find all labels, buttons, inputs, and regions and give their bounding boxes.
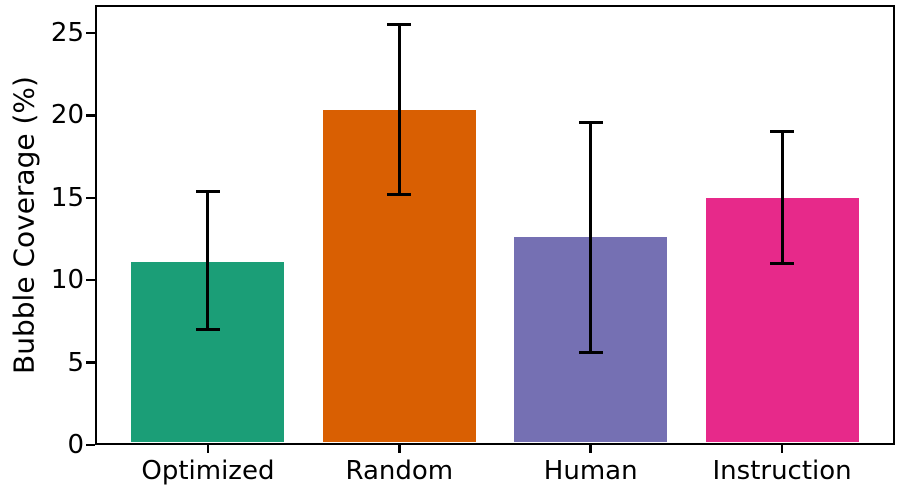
- x-tick-label-random: Random: [345, 456, 454, 486]
- x-tick-mark-optimized: [206, 445, 210, 453]
- x-tick-label-human: Human: [543, 456, 638, 486]
- error-bar-bottom-cap-human: [578, 351, 603, 355]
- x-tick-mark-human: [589, 445, 592, 453]
- x-tick-mark-random: [398, 445, 401, 453]
- x-tick-mark-instruction: [780, 445, 784, 453]
- y-tick-label-5: 5: [67, 347, 84, 378]
- error-bar-top-cap-optimized: [195, 189, 220, 193]
- error-bar-line-human: [589, 122, 593, 353]
- y-tick-mark-20: [86, 114, 95, 117]
- error-bar-bottom-cap-instruction: [770, 262, 795, 266]
- plot-area: [95, 5, 895, 445]
- y-tick-label-10: 10: [50, 265, 84, 296]
- error-bar-bottom-cap-optimized: [195, 328, 220, 332]
- y-tick-mark-25: [86, 31, 95, 35]
- y-tick-label-25: 25: [50, 18, 84, 48]
- error-bar-line-optimized: [206, 191, 210, 330]
- y-tick-mark-5: [86, 361, 95, 364]
- error-bar-top-cap-instruction: [770, 130, 795, 134]
- error-bar-line-instruction: [780, 131, 784, 264]
- y-tick-mark-10: [86, 278, 95, 282]
- y-tick-mark-0: [86, 443, 95, 447]
- error-bar-line-random: [397, 24, 401, 195]
- x-tick-label-optimized: Optimized: [141, 456, 275, 486]
- error-bar-bottom-cap-random: [387, 193, 412, 196]
- y-tick-label-15: 15: [50, 182, 84, 213]
- y-tick-label-0: 0: [67, 430, 84, 460]
- error-bar-top-cap-random: [387, 23, 412, 27]
- y-tick-label-20: 20: [50, 100, 84, 131]
- y-tick-mark-15: [86, 196, 95, 200]
- x-tick-label-instruction: Instruction: [712, 456, 852, 486]
- error-bar-top-cap-human: [578, 120, 603, 124]
